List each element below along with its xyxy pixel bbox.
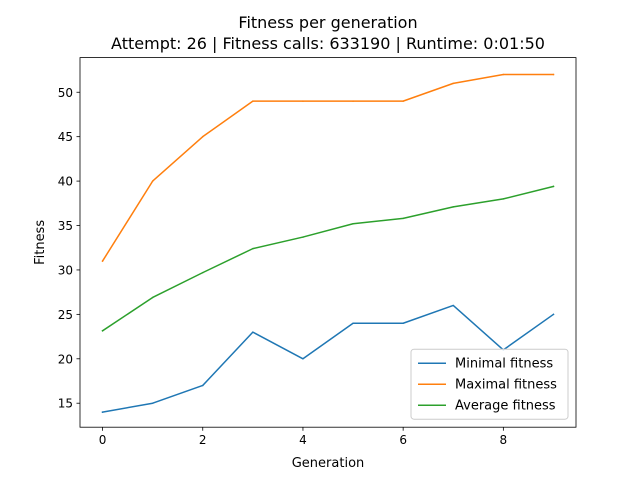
data-point-2-5 bbox=[352, 222, 354, 225]
series-line-1 bbox=[101, 73, 555, 263]
legend-box bbox=[410, 348, 569, 420]
data-point-2-9 bbox=[552, 185, 555, 188]
legend-label-2: Average fitness bbox=[455, 399, 556, 414]
data-point-1-5 bbox=[352, 100, 354, 102]
y-tick-label-20: 20 bbox=[58, 352, 73, 366]
data-point-1-8 bbox=[502, 73, 505, 76]
data-point-0-6 bbox=[402, 322, 404, 324]
data-point-2-3 bbox=[252, 247, 254, 250]
series-layer bbox=[101, 73, 555, 413]
x-tick-label-6: 6 bbox=[399, 433, 407, 447]
data-point-0-9 bbox=[552, 313, 555, 316]
data-point-1-6 bbox=[402, 100, 404, 102]
data-point-2-7 bbox=[452, 206, 455, 208]
y-axis-label: Fitness bbox=[33, 220, 48, 265]
y-tick-label-15: 15 bbox=[58, 397, 73, 411]
data-point-0-5 bbox=[352, 322, 354, 324]
data-point-1-7 bbox=[452, 82, 455, 85]
data-point-1-9 bbox=[552, 73, 555, 76]
chart-title: Fitness per generation bbox=[238, 13, 417, 32]
data-point-0-0 bbox=[101, 411, 104, 413]
data-point-1-1 bbox=[151, 180, 154, 182]
data-point-0-2 bbox=[201, 384, 204, 387]
y-tick-label-25: 25 bbox=[58, 308, 73, 322]
legend: Minimal fitness Maximal fitness Average fi… bbox=[410, 348, 569, 420]
data-point-2-0 bbox=[101, 330, 104, 332]
data-point-0-1 bbox=[151, 402, 154, 404]
x-tick-label-0: 0 bbox=[99, 433, 107, 447]
y-tick-label-45: 45 bbox=[58, 130, 73, 144]
x-tick-label-2: 2 bbox=[199, 433, 207, 447]
data-point-2-6 bbox=[402, 217, 404, 220]
legend-label-1: Maximal fitness bbox=[455, 378, 557, 393]
x-tick-label-4: 4 bbox=[299, 433, 307, 447]
y-tick-label-40: 40 bbox=[58, 175, 73, 189]
data-point-0-7 bbox=[452, 304, 455, 307]
data-point-1-3 bbox=[252, 100, 254, 102]
data-point-2-1 bbox=[151, 296, 154, 299]
x-axis-label: Generation bbox=[292, 456, 365, 471]
data-point-2-4 bbox=[302, 236, 304, 238]
plot-area-frame bbox=[79, 57, 577, 428]
y-tick-label-35: 35 bbox=[58, 219, 73, 233]
series-line-2 bbox=[101, 185, 555, 332]
y-tick-label-50: 50 bbox=[58, 86, 73, 100]
y-tick-label-30: 30 bbox=[58, 263, 73, 277]
legend-label-0: Minimal fitness bbox=[455, 357, 553, 372]
x-tick-label-8: 8 bbox=[500, 433, 508, 447]
data-point-2-8 bbox=[502, 198, 505, 200]
data-point-1-4 bbox=[302, 100, 304, 102]
data-point-2-2 bbox=[201, 271, 204, 274]
data-point-0-4 bbox=[302, 358, 304, 360]
tick-layer: 0 2 4 6 8 15 20 25 30 35 40 45 50 bbox=[58, 86, 507, 447]
chart-subtitle: Attempt: 26 | Fitness calls: 633190 | Ru… bbox=[111, 34, 545, 53]
data-point-1-0 bbox=[101, 260, 104, 262]
series-line-0 bbox=[101, 304, 555, 413]
data-point-0-3 bbox=[252, 331, 254, 333]
data-point-1-2 bbox=[201, 135, 204, 138]
